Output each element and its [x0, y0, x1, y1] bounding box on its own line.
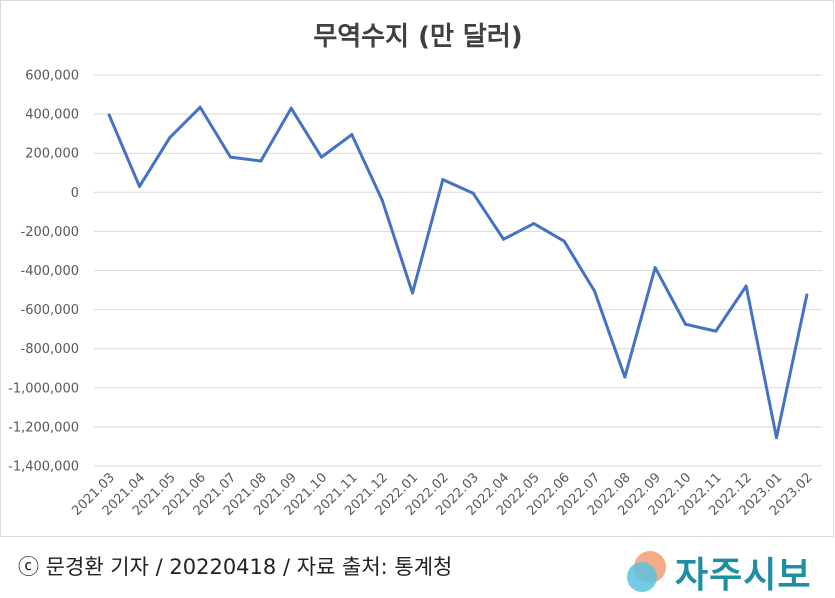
data-point — [775, 436, 778, 440]
data-point — [684, 322, 687, 326]
y-tick-label: -1,400,000 — [8, 460, 79, 475]
logo: 자주시보 — [619, 545, 819, 596]
y-tick-label: -600,000 — [21, 303, 79, 318]
data-point — [532, 222, 536, 226]
data-point — [805, 293, 809, 297]
data-point — [441, 178, 445, 182]
chart-title: 무역수지 (만 달러) — [313, 22, 522, 52]
y-tick-label: -800,000 — [21, 342, 79, 357]
series-line — [107, 105, 809, 440]
data-point — [380, 198, 384, 202]
data-point — [138, 184, 141, 188]
y-tick-label: -400,000 — [21, 264, 79, 279]
y-tick-label: -200,000 — [21, 225, 79, 240]
y-tick-label: 600,000 — [25, 69, 79, 84]
logo-text: 자주시보 — [675, 555, 812, 596]
line-chart: 600,000 400,000 200,000 0 -200,000 -400,000 -6… — [8, 22, 822, 519]
logo-mark-icon — [627, 551, 666, 592]
data-point — [653, 266, 657, 270]
y-tick-label: 200,000 — [25, 147, 79, 162]
y-tick-label: 0 — [71, 186, 79, 201]
data-point — [198, 105, 202, 109]
x-axis-ticks: 2021.032021.042021.052021.062021.072021.… — [69, 470, 815, 519]
data-point — [107, 113, 111, 117]
data-point — [350, 133, 354, 137]
data-point — [562, 239, 566, 243]
photo-credit: ⓒ 문경환 기자 / 20220418 / 자료 출처: 통계청 — [18, 555, 453, 579]
data-point — [593, 289, 596, 293]
data-point — [320, 155, 323, 159]
y-tick-label: 400,000 — [25, 108, 79, 123]
footer: ⓒ 문경환 기자 / 20220418 / 자료 출처: 통계청 자주시보 — [0, 537, 835, 597]
data-point — [168, 136, 172, 140]
series-layer — [107, 105, 809, 440]
chart-frame — [0, 0, 834, 537]
data-point — [229, 155, 232, 159]
data-point — [411, 291, 414, 295]
data-point — [502, 237, 505, 241]
data-point — [471, 191, 475, 195]
gridlines — [94, 74, 822, 467]
y-tick-label: -1,000,000 — [8, 381, 79, 396]
data-point — [744, 284, 748, 288]
data-point — [623, 375, 627, 379]
y-tick-label: -1,200,000 — [8, 420, 79, 435]
data-point — [714, 329, 718, 333]
y-axis-ticks: 600,000 400,000 200,000 0 -200,000 -400,000 -6… — [8, 69, 79, 475]
data-point — [259, 159, 263, 163]
data-point — [289, 106, 293, 110]
